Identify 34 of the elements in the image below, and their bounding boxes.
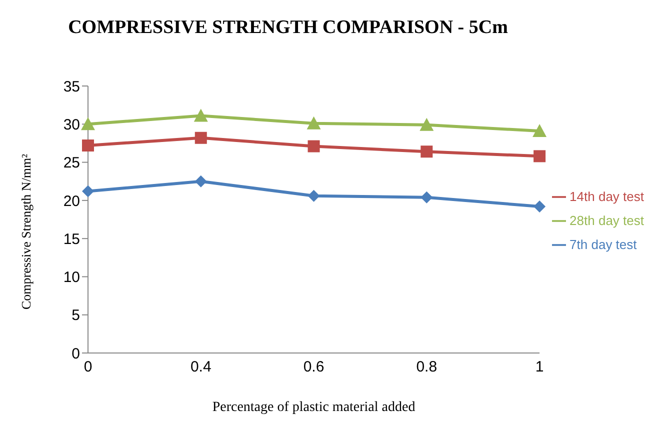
y-tick-label: 35	[63, 78, 80, 96]
point	[194, 108, 208, 122]
x-tick-label: 0.8	[416, 358, 438, 376]
legend-label: 14th day test	[570, 188, 644, 204]
x-axis-title: Percentage of plastic material added	[212, 400, 416, 415]
point	[194, 132, 207, 144]
y-axis-title: Compressive Strength N/mm²	[18, 154, 34, 310]
point	[82, 185, 94, 198]
y-tick-label: 30	[63, 116, 80, 134]
chart-title: COMPRESSIVE STRENGTH COMPARISON - 5Cm	[67, 16, 509, 40]
point	[81, 117, 95, 130]
point	[308, 190, 320, 202]
point	[420, 191, 433, 204]
y-tick-label: 5	[72, 307, 80, 324]
point	[532, 124, 547, 138]
x-tick-label: 0.4	[190, 358, 212, 376]
point	[534, 200, 546, 213]
point	[82, 140, 94, 152]
point	[420, 146, 433, 158]
legend-label: 7th day test	[570, 236, 637, 252]
y-tick-label: 25	[63, 154, 80, 172]
x-tick-label: 1	[535, 358, 544, 376]
point	[534, 150, 546, 162]
point	[308, 140, 320, 152]
x-tick-label: 0	[84, 358, 92, 376]
legend-label: 28th day test	[570, 212, 644, 228]
x-tick-label: 0.6	[303, 358, 324, 376]
point	[194, 175, 207, 188]
point	[306, 116, 321, 130]
y-tick-label: 10	[63, 269, 80, 286]
point	[420, 118, 434, 131]
y-tick-label: 20	[63, 192, 80, 210]
y-tick-label: 15	[63, 230, 80, 248]
y-tick-label: 0	[72, 345, 80, 362]
